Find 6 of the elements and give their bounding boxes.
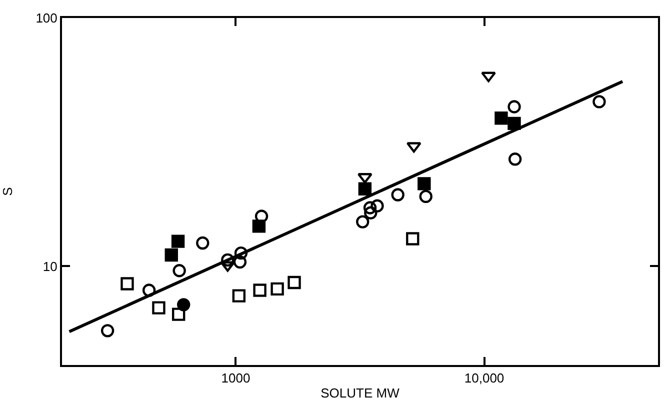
x-axis-title: SOLUTE MW [320,386,400,401]
x-tick-label: 10,000 [464,370,504,386]
y-axis-title: S [0,186,16,196]
y-tick-label: 10 [42,258,58,274]
y-tick-label: 100 [36,10,58,26]
x-tick-label: 1000 [221,370,250,386]
